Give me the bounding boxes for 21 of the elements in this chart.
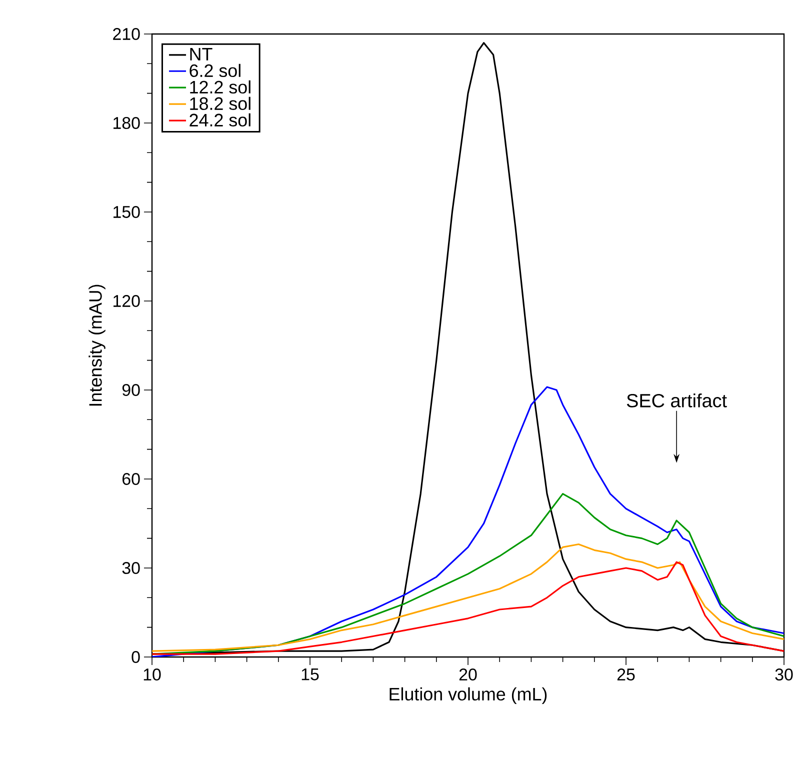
legend-label: 12.2 sol [190, 80, 250, 94]
x-axis-title: Elution volume (mL) [390, 687, 547, 704]
y-axis-title: Intensity (mAU) [88, 284, 106, 406]
y-tick-label: 120 [114, 294, 140, 307]
y-tick-label: 180 [114, 116, 140, 129]
x-tick-label: 25 [617, 668, 635, 681]
legend-label: 6.2 sol [190, 64, 240, 78]
y-tick-label: 30 [122, 562, 140, 574]
legend-label: NT [190, 48, 212, 60]
x-tick-label: 30 [775, 668, 793, 681]
y-tick-label: 210 [113, 28, 140, 40]
y-tick-label: 60 [122, 472, 140, 485]
x-tick-label: 20 [459, 668, 477, 681]
annotation: SEC artifact [626, 393, 727, 408]
x-tick-label: 10 [144, 668, 161, 681]
y-tick-label: 150 [114, 206, 140, 218]
legend-label: 24.2 sol [190, 113, 250, 126]
y-tick-label: 0 [132, 650, 140, 663]
y-tick-label: 90 [122, 384, 140, 396]
x-tick-label: 15 [302, 668, 319, 680]
legend-label: 18.2 sol [190, 96, 250, 110]
